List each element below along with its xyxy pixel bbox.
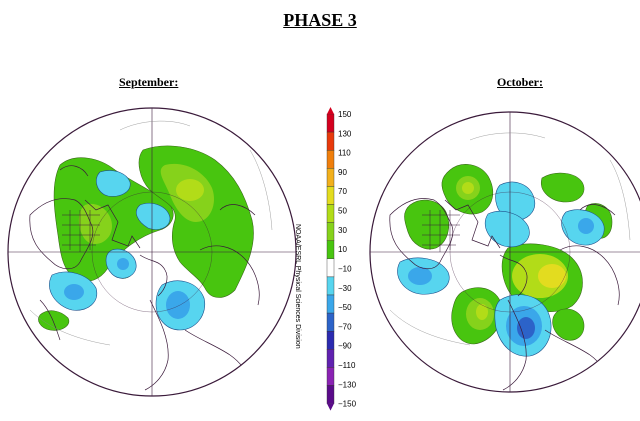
- legend-tick-label: −130: [338, 380, 357, 389]
- legend-tick-label: 10: [338, 245, 347, 254]
- legend-swatch: [326, 168, 335, 187]
- september-coastlines: [29, 165, 260, 391]
- legend-swatch: [326, 258, 335, 278]
- legend-swatch: [326, 186, 335, 205]
- legend-swatch: [326, 222, 335, 241]
- legend-swatch: [326, 204, 335, 223]
- legend-tick-label: −150: [338, 400, 357, 409]
- legend-tick-label: 150: [338, 110, 352, 119]
- legend-tick-label: −110: [338, 361, 356, 370]
- legend-tick-label: 110: [338, 149, 351, 158]
- september-label: September:: [119, 75, 179, 89]
- color-legend: 150 130 110 90 70 50 30 10 −10 −30 −50 −70 −90 −110 −1…: [326, 107, 357, 411]
- credit-text: NOAA/ESRL Physical Sciences Division: [294, 224, 301, 349]
- legend-swatch: [326, 331, 335, 350]
- legend-tick-label: −50: [338, 303, 352, 312]
- legend-swatch: [326, 276, 335, 296]
- september-map: [7, 107, 297, 397]
- page-title: PHASE 3: [283, 10, 357, 30]
- legend-bottom-arrow: [327, 403, 334, 411]
- legend-tick-label: 50: [338, 207, 347, 216]
- legend-top-arrow: [327, 107, 334, 114]
- legend-tick-label: 30: [338, 226, 347, 235]
- legend-tick-label: −10: [338, 264, 352, 273]
- legend-swatch: [326, 312, 335, 332]
- legend-swatch: [326, 149, 335, 169]
- legend-tick-label: 90: [338, 168, 347, 177]
- legend-tick-label: −30: [338, 284, 352, 293]
- october-map: [369, 111, 640, 393]
- legend-tick-label: 130: [338, 129, 352, 138]
- legend-tick-label: −70: [338, 322, 352, 331]
- legend-swatch: [326, 113, 335, 133]
- legend-tick-label: −90: [338, 342, 352, 351]
- legend-swatch: [326, 349, 335, 368]
- legend-swatch: [326, 131, 335, 151]
- legend-swatch: [326, 385, 335, 404]
- october-label: October:: [497, 75, 543, 89]
- legend-swatch: [326, 240, 335, 259]
- legend-swatch: [326, 294, 335, 314]
- legend-tick-label: 70: [338, 187, 347, 196]
- legend-swatch: [326, 367, 335, 386]
